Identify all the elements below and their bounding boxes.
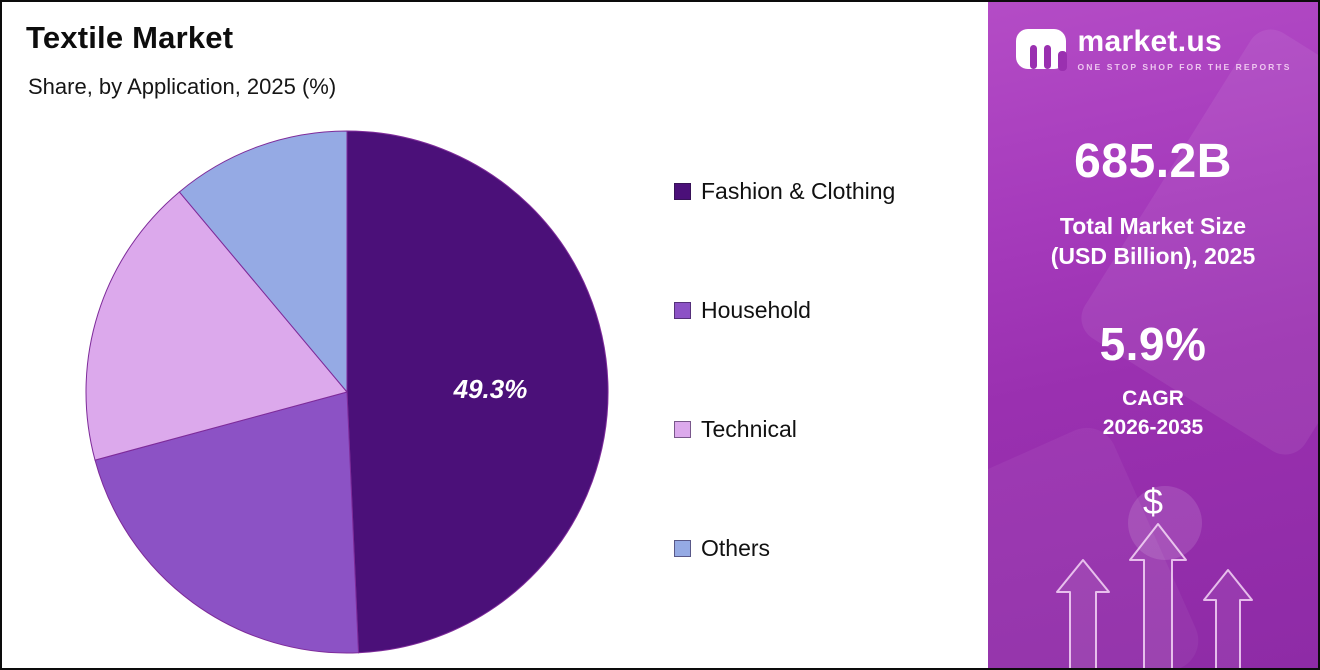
legend-label: Technical <box>701 416 797 442</box>
market-size-label: Total Market Size (USD Billion), 2025 <box>1051 211 1255 272</box>
legend-item-technical: Technical <box>674 416 895 443</box>
pie-chart: 49.3% <box>85 130 609 654</box>
pie-slice-technical <box>85 191 348 461</box>
legend-swatch <box>674 421 691 438</box>
brand-text: market.us ONE STOP SHOP FOR THE REPORTS <box>1078 26 1292 72</box>
legend-swatch <box>674 183 691 200</box>
cagr-label-line2: 2026-2035 <box>1102 415 1204 439</box>
dollar-icon: $ <box>1142 480 1164 522</box>
legend-label: Fashion & Clothing <box>701 178 896 204</box>
market-size-value: 685.2B <box>1074 134 1232 188</box>
cagr-label-line1: CAGR <box>1122 387 1184 411</box>
pie-slice-household <box>94 391 360 654</box>
cagr-label: CAGR 2026-2035 <box>1103 385 1203 442</box>
pie-slice-fashion-clothing <box>346 130 609 654</box>
side-panel: market.us ONE STOP SHOP FOR THE REPORTS … <box>988 2 1318 668</box>
legend-label: Others <box>701 535 771 561</box>
legend-item-household: Household <box>674 297 895 324</box>
pie-data-label: 49.3% <box>453 374 528 404</box>
legend: Fashion & Clothing Household Technical Othe… <box>674 178 895 562</box>
pie-slice-others <box>178 130 348 394</box>
brand-logo: market.us ONE STOP SHOP FOR THE REPORTS <box>1015 26 1292 72</box>
chart-title: Textile Market <box>26 20 234 55</box>
chart-subtitle: Share, by Application, 2025 (%) <box>28 74 337 99</box>
chart-area: Textile Market Share, by Application, 20… <box>2 2 988 668</box>
market-us-logo-icon <box>1015 28 1067 71</box>
market-size-label-line2: (USD Billion), 2025 <box>1050 242 1256 269</box>
legend-item-fashion-clothing: Fashion & Clothing <box>674 178 895 205</box>
legend-label: Household <box>701 297 811 323</box>
market-size-label-line1: Total Market Size <box>1059 212 1247 239</box>
legend-swatch <box>674 302 691 319</box>
dollar-badge: $ <box>1108 470 1202 560</box>
growth-arrows-icon <box>1056 523 1253 668</box>
cagr-value: 5.9% <box>1099 318 1207 371</box>
legend-item-others: Others <box>674 535 895 562</box>
brand-name: market.us <box>1077 25 1222 58</box>
brand-tagline: ONE STOP SHOP FOR THE REPORTS <box>1077 61 1292 72</box>
legend-swatch <box>674 540 691 557</box>
